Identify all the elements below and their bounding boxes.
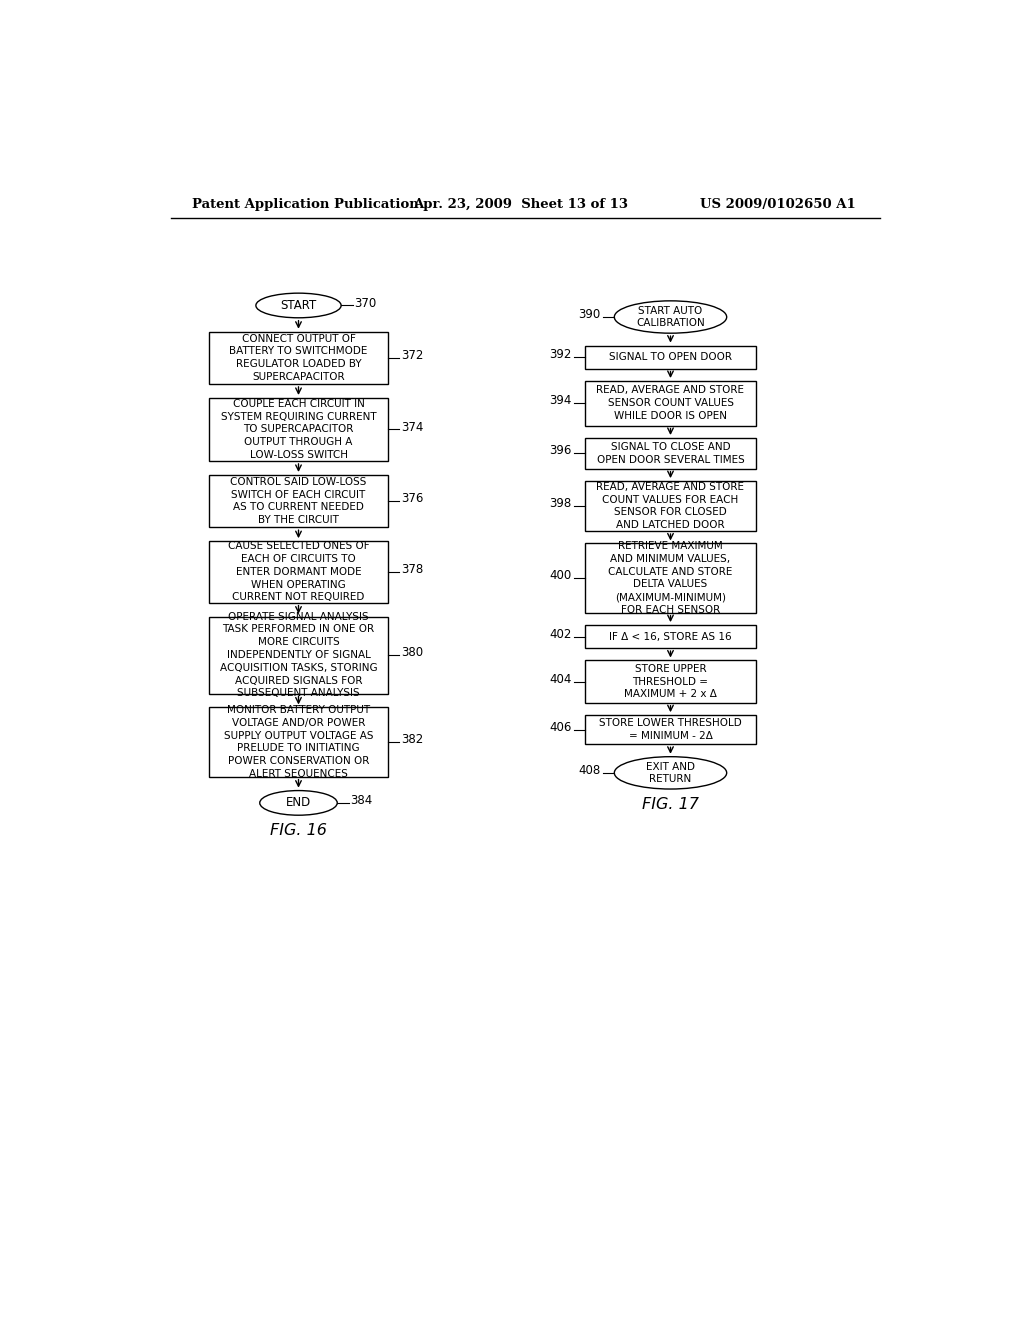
FancyBboxPatch shape <box>209 397 388 461</box>
Text: EXIT AND
RETURN: EXIT AND RETURN <box>646 762 695 784</box>
Ellipse shape <box>614 301 727 333</box>
Text: START: START <box>281 298 316 312</box>
Text: CONTROL SAID LOW-LOSS
SWITCH OF EACH CIRCUIT
AS TO CURRENT NEEDED
BY THE CIRCUIT: CONTROL SAID LOW-LOSS SWITCH OF EACH CIR… <box>230 477 367 525</box>
FancyBboxPatch shape <box>209 708 388 776</box>
Text: FIG. 16: FIG. 16 <box>270 824 327 838</box>
Text: MONITOR BATTERY OUTPUT
VOLTAGE AND/OR POWER
SUPPLY OUTPUT VOLTAGE AS
PRELUDE TO : MONITOR BATTERY OUTPUT VOLTAGE AND/OR PO… <box>224 705 374 779</box>
Text: COUPLE EACH CIRCUIT IN
SYSTEM REQUIRING CURRENT
TO SUPERCAPACITOR
OUTPUT THROUGH: COUPLE EACH CIRCUIT IN SYSTEM REQUIRING … <box>221 399 376 461</box>
Text: SIGNAL TO CLOSE AND
OPEN DOOR SEVERAL TIMES: SIGNAL TO CLOSE AND OPEN DOOR SEVERAL TI… <box>597 442 744 465</box>
FancyBboxPatch shape <box>586 544 756 612</box>
Text: 382: 382 <box>401 733 424 746</box>
FancyBboxPatch shape <box>586 715 756 744</box>
Text: 408: 408 <box>579 764 600 777</box>
Text: 376: 376 <box>401 492 424 506</box>
FancyBboxPatch shape <box>209 541 388 603</box>
Text: Apr. 23, 2009  Sheet 13 of 13: Apr. 23, 2009 Sheet 13 of 13 <box>414 198 628 211</box>
FancyBboxPatch shape <box>586 438 756 469</box>
Text: 374: 374 <box>401 421 424 434</box>
Text: 390: 390 <box>579 308 600 321</box>
Ellipse shape <box>256 293 341 318</box>
Text: START AUTO
CALIBRATION: START AUTO CALIBRATION <box>636 306 705 329</box>
Text: READ, AVERAGE AND STORE
SENSOR COUNT VALUES
WHILE DOOR IS OPEN: READ, AVERAGE AND STORE SENSOR COUNT VAL… <box>597 385 744 421</box>
Text: Patent Application Publication: Patent Application Publication <box>191 198 418 211</box>
Text: OPERATE SIGNAL ANALYSIS
TASK PERFORMED IN ONE OR
MORE CIRCUITS
INDEPENDENTLY OF : OPERATE SIGNAL ANALYSIS TASK PERFORMED I… <box>220 611 377 698</box>
Text: 400: 400 <box>549 569 571 582</box>
Text: END: END <box>286 796 311 809</box>
FancyBboxPatch shape <box>209 616 388 693</box>
Text: 384: 384 <box>350 795 373 807</box>
Ellipse shape <box>614 756 727 789</box>
Text: 406: 406 <box>549 721 571 734</box>
Text: 398: 398 <box>549 498 571 511</box>
Text: 396: 396 <box>549 445 571 458</box>
Text: 402: 402 <box>549 628 571 640</box>
Text: 394: 394 <box>549 395 571 408</box>
FancyBboxPatch shape <box>586 480 756 531</box>
FancyBboxPatch shape <box>586 626 756 648</box>
FancyBboxPatch shape <box>586 381 756 425</box>
Text: 380: 380 <box>401 647 424 659</box>
Text: 370: 370 <box>354 297 377 310</box>
FancyBboxPatch shape <box>209 331 388 384</box>
Text: 372: 372 <box>401 348 424 362</box>
Text: RETRIEVE MAXIMUM
AND MINIMUM VALUES,
CALCULATE AND STORE
DELTA VALUES
(MAXIMUM-M: RETRIEVE MAXIMUM AND MINIMUM VALUES, CAL… <box>608 541 733 615</box>
Text: 378: 378 <box>401 564 424 576</box>
Text: FIG. 17: FIG. 17 <box>642 797 699 812</box>
Text: 404: 404 <box>549 673 571 686</box>
Text: 392: 392 <box>549 348 571 362</box>
Ellipse shape <box>260 791 337 816</box>
Text: SIGNAL TO OPEN DOOR: SIGNAL TO OPEN DOOR <box>609 352 732 362</box>
Text: READ, AVERAGE AND STORE
COUNT VALUES FOR EACH
SENSOR FOR CLOSED
AND LATCHED DOOR: READ, AVERAGE AND STORE COUNT VALUES FOR… <box>597 482 744 531</box>
Text: CAUSE SELECTED ONES OF
EACH OF CIRCUITS TO
ENTER DORMANT MODE
WHEN OPERATING
CUR: CAUSE SELECTED ONES OF EACH OF CIRCUITS … <box>227 541 370 602</box>
Text: IF Δ < 16, STORE AS 16: IF Δ < 16, STORE AS 16 <box>609 631 732 642</box>
FancyBboxPatch shape <box>209 475 388 527</box>
Text: STORE UPPER
THRESHOLD =
MAXIMUM + 2 x Δ: STORE UPPER THRESHOLD = MAXIMUM + 2 x Δ <box>624 664 717 700</box>
FancyBboxPatch shape <box>586 346 756 368</box>
Text: STORE LOWER THRESHOLD
= MINIMUM - 2Δ: STORE LOWER THRESHOLD = MINIMUM - 2Δ <box>599 718 741 741</box>
Text: US 2009/0102650 A1: US 2009/0102650 A1 <box>700 198 856 211</box>
Text: CONNECT OUTPUT OF
BATTERY TO SWITCHMODE
REGULATOR LOADED BY
SUPERCAPACITOR: CONNECT OUTPUT OF BATTERY TO SWITCHMODE … <box>229 334 368 381</box>
FancyBboxPatch shape <box>586 660 756 702</box>
